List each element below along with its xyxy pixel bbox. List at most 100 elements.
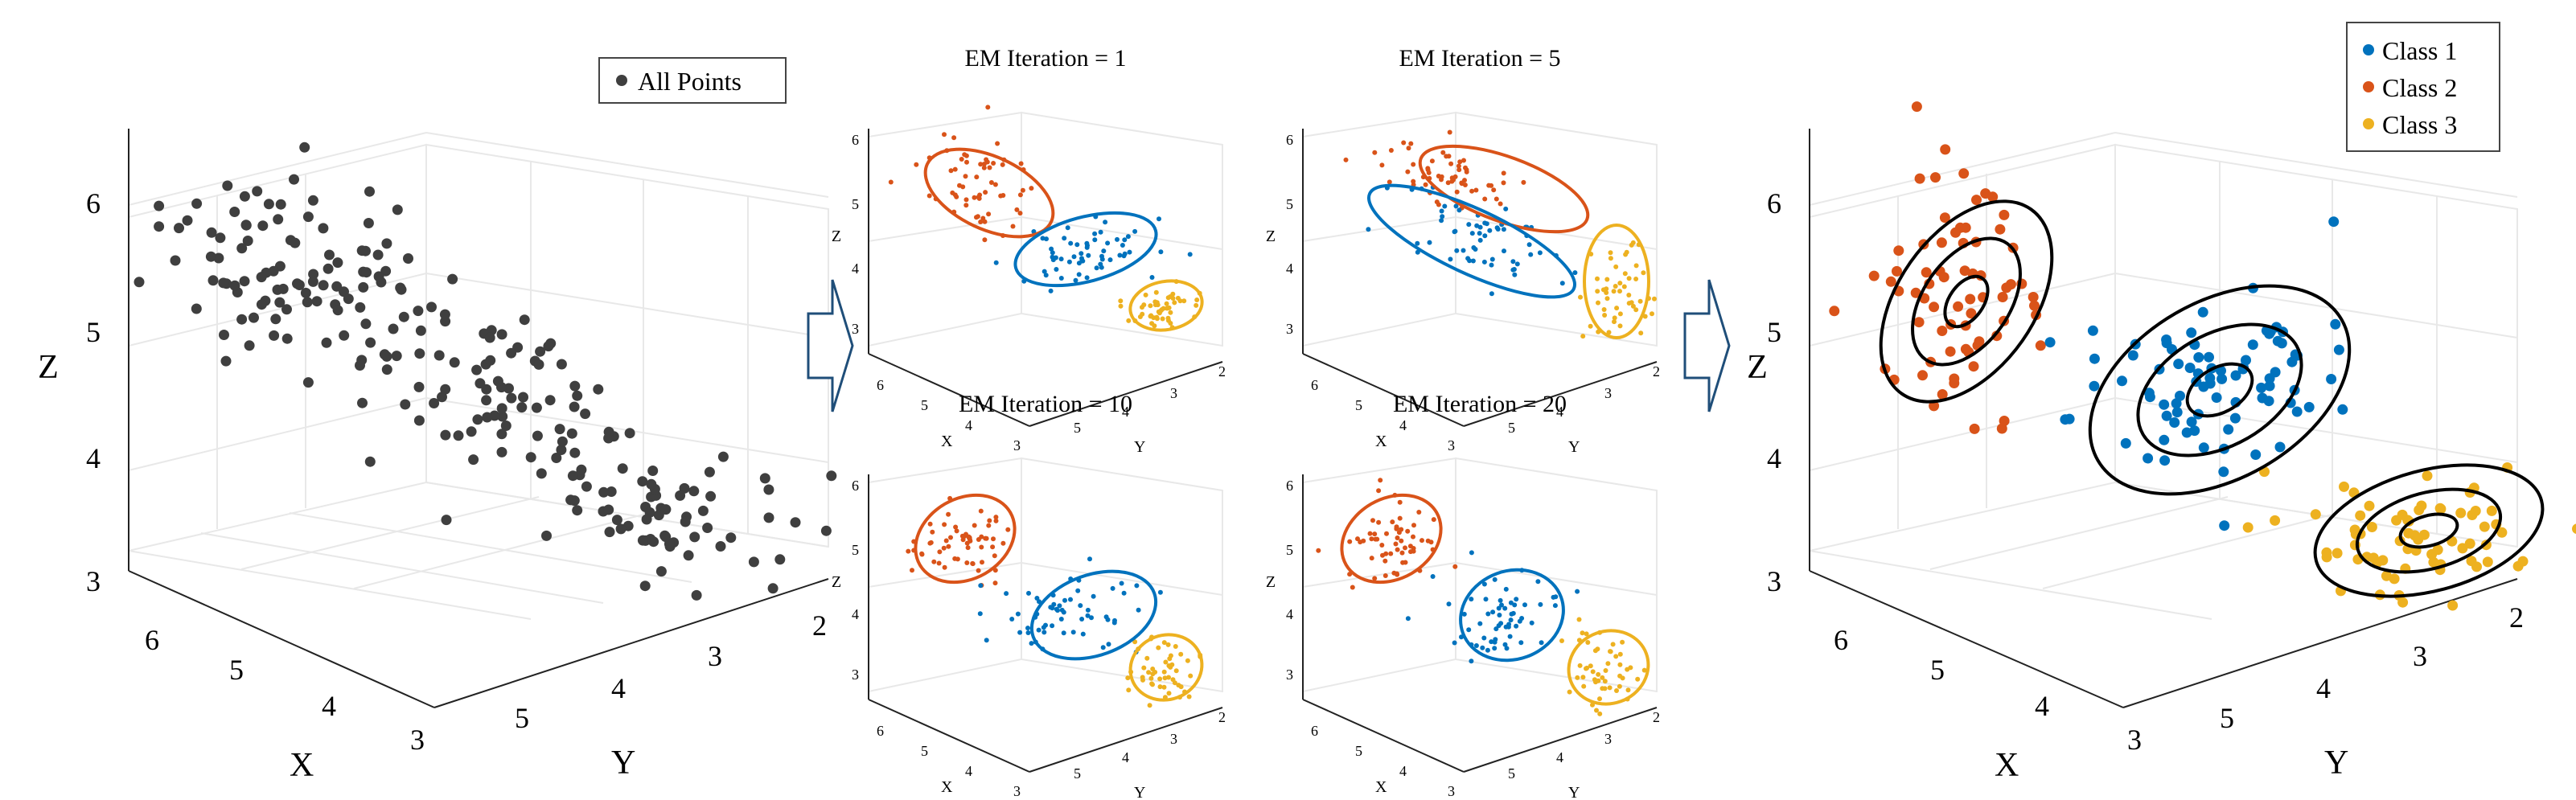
class2-point	[1379, 162, 1385, 168]
data-point	[332, 305, 343, 316]
data-point	[398, 311, 409, 322]
right-arrow-icon	[807, 279, 854, 412]
class1-point	[1079, 617, 1085, 622]
z-ticks: 6 5 4 3 Z	[38, 187, 101, 597]
legend-all-points: All Points	[598, 57, 787, 104]
data-point	[525, 452, 536, 463]
data-point	[413, 306, 424, 317]
class2-point	[957, 183, 962, 188]
class1-point	[1078, 603, 1083, 609]
class1-point	[1040, 236, 1046, 241]
class1-point	[1050, 623, 1055, 629]
legend-marker-class1	[2363, 44, 2374, 55]
class2-point	[981, 165, 987, 170]
class3-point	[1153, 289, 1159, 295]
class1-point	[1504, 646, 1510, 651]
class2-point	[972, 195, 977, 200]
data-point	[292, 278, 302, 289]
class1-point	[1489, 262, 1494, 268]
x-tick: 5	[1355, 743, 1362, 759]
data-point	[413, 381, 425, 392]
data-point	[441, 515, 452, 526]
class2-point	[1966, 308, 1977, 319]
data-point	[440, 429, 451, 441]
class2-point	[1457, 159, 1463, 165]
class2-point	[948, 535, 953, 540]
class3-point	[1617, 289, 1622, 294]
class1-point	[1086, 252, 1091, 258]
em-iteration-panel: EM Iteration = 1 6 5 4 3 Z 6 5 4 3 X 5 4 3 2 Y	[832, 45, 1226, 456]
class2-point	[1501, 170, 1506, 176]
class2-point	[963, 197, 969, 203]
x-tick: 3	[1448, 783, 1455, 799]
class3-point	[1601, 307, 1607, 312]
class3-point	[1161, 684, 1167, 690]
data-point	[705, 490, 717, 502]
y-tick: 5	[2220, 702, 2234, 734]
class2-point	[1018, 161, 1024, 166]
data-point	[343, 293, 354, 305]
x-tick: 4	[322, 690, 336, 722]
class3-point	[2355, 510, 2366, 521]
class1-point	[2171, 407, 2183, 418]
class1-point	[1493, 637, 1498, 642]
class2-point	[1498, 201, 1503, 207]
class2-point	[978, 162, 984, 167]
class2-point	[1355, 536, 1360, 542]
x-axis-label: X	[1375, 433, 1387, 450]
class2-point	[930, 529, 935, 535]
data-point	[321, 337, 332, 348]
data-point	[372, 249, 384, 261]
y-tick: 5	[1074, 420, 1081, 436]
class1-point	[1466, 627, 1472, 633]
class1-point	[1514, 261, 1520, 267]
class2-point	[937, 549, 943, 555]
class3-point	[2321, 552, 2332, 563]
class1-point	[1454, 248, 1460, 253]
class2-point	[1005, 527, 1011, 532]
legend-label: All Points	[638, 67, 742, 96]
class2-point	[942, 564, 947, 570]
z-tick: 4	[1286, 606, 1293, 622]
class1-point	[2272, 335, 2283, 347]
class2-point	[1999, 416, 2010, 426]
class3-point	[1143, 292, 1148, 297]
class3-point	[1165, 642, 1171, 647]
class1-point	[1469, 550, 1474, 556]
data-point	[569, 380, 581, 392]
class3-point	[1621, 284, 1627, 289]
class1-point	[1041, 630, 1047, 635]
data-point	[516, 402, 528, 413]
data-point	[603, 504, 614, 515]
class2-point	[1387, 179, 1392, 185]
class1-ellipse	[1366, 183, 1577, 299]
data-point	[774, 554, 786, 565]
class1-point	[1049, 246, 1054, 252]
data-point	[381, 351, 392, 362]
data-point	[360, 318, 372, 330]
class3-ellipse	[1128, 633, 1204, 702]
class2-point	[1921, 267, 1932, 278]
class1-point	[1439, 208, 1444, 214]
class2-point	[987, 518, 992, 523]
class2-point	[1448, 161, 1454, 166]
class1-point	[1498, 597, 1503, 603]
data-point	[637, 476, 648, 487]
class1-point	[2175, 390, 2185, 401]
class2-point	[1316, 548, 1321, 553]
class2-point	[1407, 544, 1413, 549]
class2-point	[1379, 543, 1385, 548]
class1-point	[1076, 272, 1082, 277]
class1-point	[1551, 594, 1556, 600]
class1-ellipse	[1013, 211, 1158, 288]
class3-point	[1140, 311, 1145, 317]
class2-point	[927, 540, 933, 546]
y-axis-label: Y	[1568, 784, 1580, 800]
x-axis-label: X	[1375, 778, 1387, 796]
data-point	[472, 414, 483, 425]
data-point	[300, 287, 311, 298]
data-point	[206, 227, 217, 238]
data-point	[826, 470, 837, 482]
em-iteration-panel: EM Iteration = 5 6 5 4 3 Z 6 5 4 3 X 5 4 3 2 Y	[1266, 45, 1660, 456]
data-point	[358, 281, 369, 293]
